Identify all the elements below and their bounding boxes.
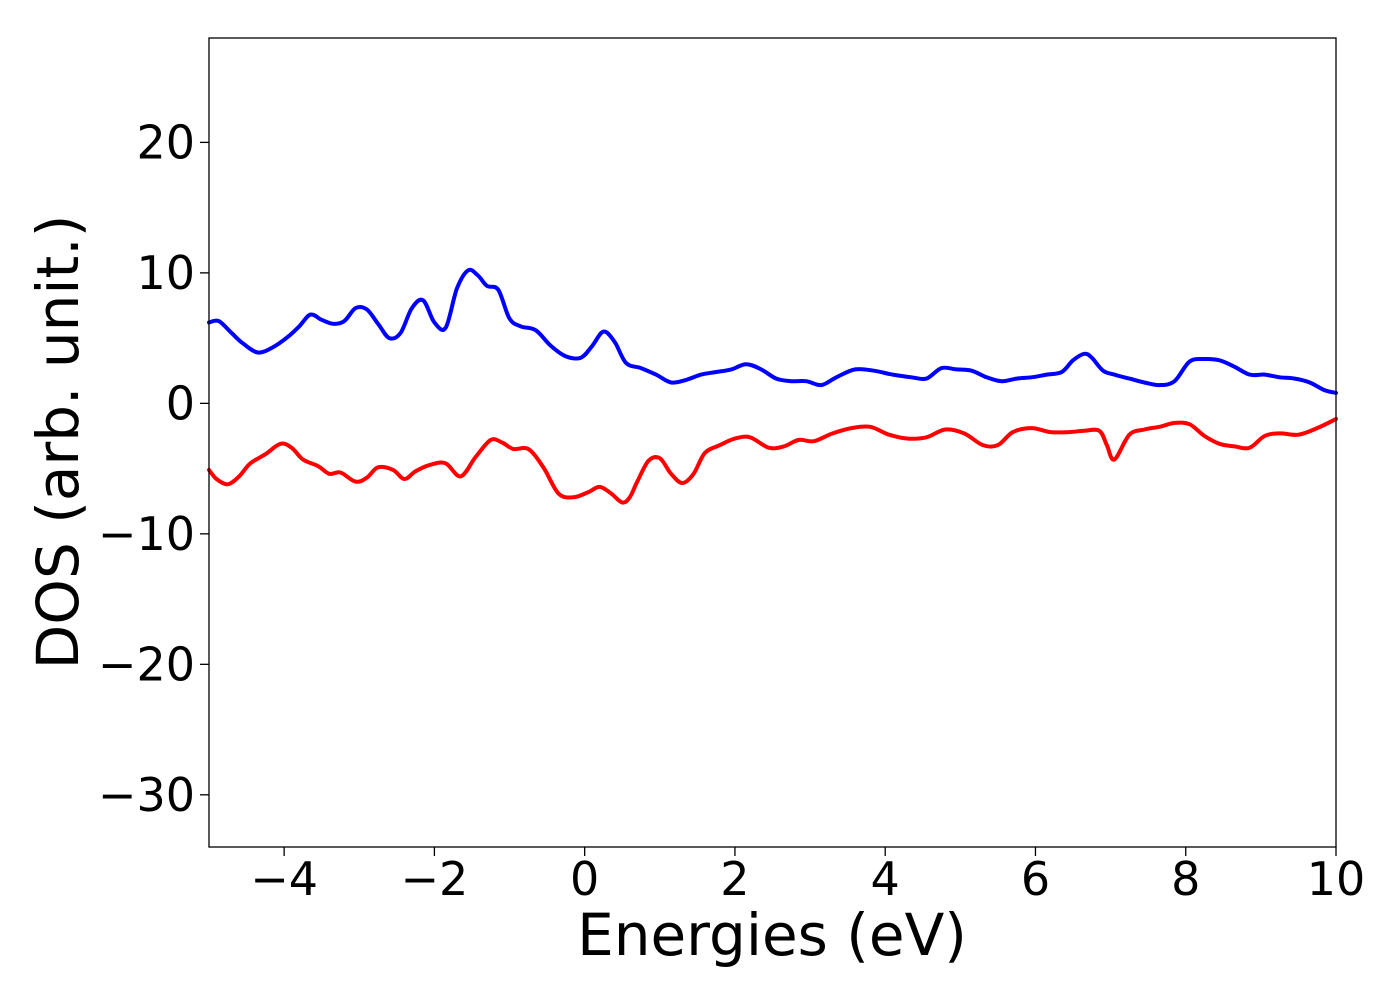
y-tick-label: −30 bbox=[98, 768, 195, 822]
series-line-2 bbox=[207, 417, 1338, 505]
x-tick-label: 6 bbox=[1021, 852, 1050, 906]
x-axis-title: Energies (eV) bbox=[577, 901, 967, 969]
x-tick-label: 8 bbox=[1171, 852, 1200, 906]
x-tick-label: −2 bbox=[400, 852, 468, 906]
x-axis-ticks: −4 −2 0 2 4 6 8 10 bbox=[250, 847, 1365, 906]
plot-frame bbox=[208, 37, 1337, 848]
series-layer bbox=[207, 267, 1338, 505]
y-tick-label: 0 bbox=[166, 376, 195, 430]
y-tick-label: −20 bbox=[98, 637, 195, 691]
y-tick-label: 20 bbox=[136, 115, 195, 169]
x-tick-label: 4 bbox=[871, 852, 900, 906]
x-tick-label: −4 bbox=[250, 852, 318, 906]
y-axis-title: DOS (arb. unit.) bbox=[24, 215, 92, 670]
y-tick-label: 10 bbox=[136, 246, 195, 300]
x-tick-label: 2 bbox=[720, 852, 749, 906]
x-tick-label: 0 bbox=[570, 852, 599, 906]
x-tick-label: 10 bbox=[1307, 852, 1366, 906]
y-tick-label: −10 bbox=[98, 507, 195, 561]
y-axis-ticks: 20 10 0 −10 −20 −30 bbox=[98, 115, 209, 822]
series-line-1 bbox=[207, 267, 1338, 395]
